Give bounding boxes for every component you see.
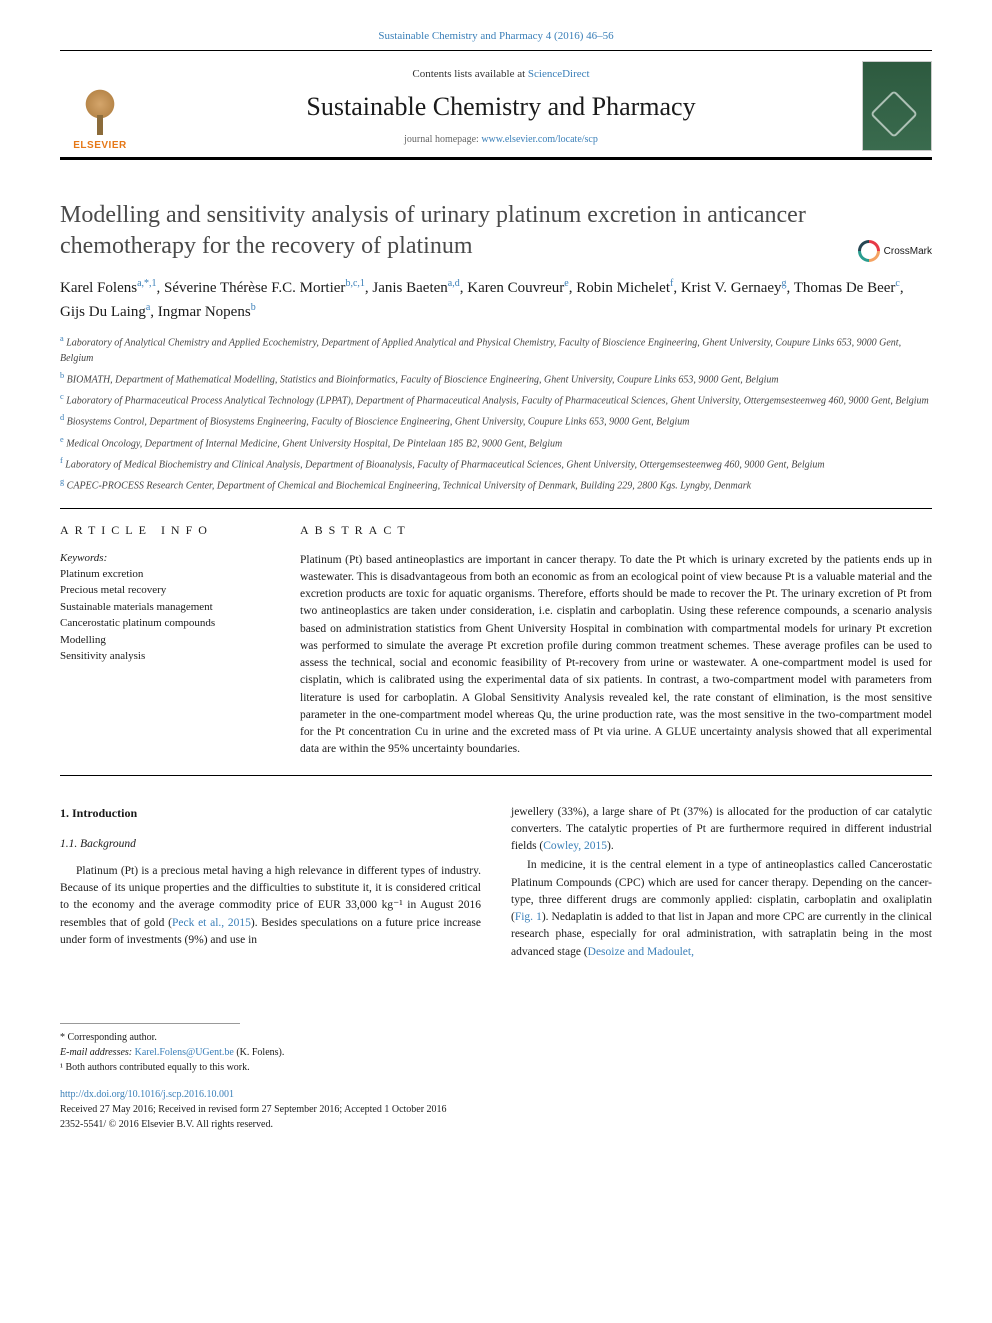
header-citation: Sustainable Chemistry and Pharmacy 4 (20… xyxy=(60,30,932,42)
email-line: E-mail addresses: Karel.Folens@UGent.be … xyxy=(60,1045,932,1060)
abstract-text: Platinum (Pt) based antineoplastics are … xyxy=(300,552,932,759)
contents-line: Contents lists available at ScienceDirec… xyxy=(140,68,862,80)
keyword-item: Sustainable materials management xyxy=(60,599,270,616)
authors-list: Karel Folensa,*,1, Séverine Thérèse F.C.… xyxy=(60,276,932,323)
citation-peck[interactable]: Peck et al., 2015 xyxy=(172,917,251,929)
keyword-item: Sensitivity analysis xyxy=(60,648,270,665)
citation-cowley[interactable]: Cowley, 2015 xyxy=(543,840,607,852)
crossmark-label: CrossMark xyxy=(884,246,932,257)
footnote-divider xyxy=(60,1023,240,1024)
keyword-item: Precious metal recovery xyxy=(60,582,270,599)
citation-desoize[interactable]: Desoize and Madoulet, xyxy=(588,946,694,958)
keywords-list: Platinum excretionPrecious metal recover… xyxy=(60,566,270,665)
homepage-line: journal homepage: www.elsevier.com/locat… xyxy=(140,134,862,145)
keyword-item: Platinum excretion xyxy=(60,566,270,583)
header-bar: ELSEVIER Contents lists available at Sci… xyxy=(60,50,932,160)
elsevier-logo: ELSEVIER xyxy=(60,61,140,151)
shared-authorship-note: ¹ Both authors contributed equally to th… xyxy=(60,1060,932,1075)
keyword-item: Modelling xyxy=(60,632,270,649)
email-suffix: (K. Folens). xyxy=(234,1047,285,1058)
doi-block: http://dx.doi.org/10.1016/j.scp.2016.10.… xyxy=(60,1087,932,1132)
body-paragraph-2: jewellery (33%), a large share of Pt (37… xyxy=(511,804,932,856)
article-info-heading: ARTICLE INFO xyxy=(60,523,270,538)
body-paragraph-3: In medicine, it is the central element i… xyxy=(511,857,932,961)
article-title: Modelling and sensitivity analysis of ur… xyxy=(60,200,840,262)
homepage-link[interactable]: www.elsevier.com/locate/scp xyxy=(481,134,598,145)
info-abstract-row: ARTICLE INFO Keywords: Platinum excretio… xyxy=(60,509,932,759)
email-label: E-mail addresses: xyxy=(60,1047,135,1058)
section-1-heading: 1. Introduction xyxy=(60,804,481,822)
keywords-label: Keywords: xyxy=(60,552,270,564)
body-right-column: jewellery (33%), a large share of Pt (37… xyxy=(511,804,932,963)
article-info-column: ARTICLE INFO Keywords: Platinum excretio… xyxy=(60,523,270,759)
elsevier-label: ELSEVIER xyxy=(73,140,126,151)
crossmark-badge[interactable]: CrossMark xyxy=(858,240,932,262)
affiliation-line: b BIOMATH, Department of Mathematical Mo… xyxy=(60,370,932,387)
corresponding-author-note: * Corresponding author. xyxy=(60,1030,932,1045)
abstract-column: ABSTRACT Platinum (Pt) based antineoplas… xyxy=(300,523,932,759)
keyword-item: Cancerostatic platinum compounds xyxy=(60,615,270,632)
contents-pre: Contents lists available at xyxy=(412,68,527,80)
figure-ref-1[interactable]: Fig. 1 xyxy=(515,911,542,923)
p2-post: ). xyxy=(607,840,614,852)
affiliation-line: d Biosystems Control, Department of Bios… xyxy=(60,412,932,429)
abstract-heading: ABSTRACT xyxy=(300,523,932,538)
body-left-column: 1. Introduction 1.1. Background Platinum… xyxy=(60,804,481,963)
doi-link[interactable]: http://dx.doi.org/10.1016/j.scp.2016.10.… xyxy=(60,1087,932,1102)
email-link[interactable]: Karel.Folens@UGent.be xyxy=(135,1047,234,1058)
homepage-pre: journal homepage: xyxy=(404,134,481,145)
affiliation-line: g CAPEC-PROCESS Research Center, Departm… xyxy=(60,476,932,493)
affiliation-line: e Medical Oncology, Department of Intern… xyxy=(60,434,932,451)
divider-bottom xyxy=(60,775,932,776)
p3-mid: ). Nedaplatin is added to that list in J… xyxy=(511,911,932,958)
affiliation-line: f Laboratory of Medical Biochemistry and… xyxy=(60,455,932,472)
body-two-column: 1. Introduction 1.1. Background Platinum… xyxy=(60,804,932,963)
affiliation-line: a Laboratory of Analytical Chemistry and… xyxy=(60,333,932,365)
footnotes-block: * Corresponding author. E-mail addresses… xyxy=(60,1030,932,1075)
affiliation-line: c Laboratory of Pharmaceutical Process A… xyxy=(60,391,932,408)
journal-cover-thumbnail xyxy=(862,61,932,151)
affiliations-block: a Laboratory of Analytical Chemistry and… xyxy=(60,333,932,493)
elsevier-tree-icon xyxy=(70,80,130,140)
journal-title: Sustainable Chemistry and Pharmacy xyxy=(140,92,862,122)
sciencedirect-link[interactable]: ScienceDirect xyxy=(528,68,590,80)
header-center: Contents lists available at ScienceDirec… xyxy=(140,68,862,145)
body-paragraph-1: Platinum (Pt) is a precious metal having… xyxy=(60,863,481,949)
crossmark-icon xyxy=(858,240,880,262)
received-line: Received 27 May 2016; Received in revise… xyxy=(60,1102,932,1117)
copyright-line: 2352-5541/ © 2016 Elsevier B.V. All righ… xyxy=(60,1117,932,1132)
section-1-1-heading: 1.1. Background xyxy=(60,836,481,853)
